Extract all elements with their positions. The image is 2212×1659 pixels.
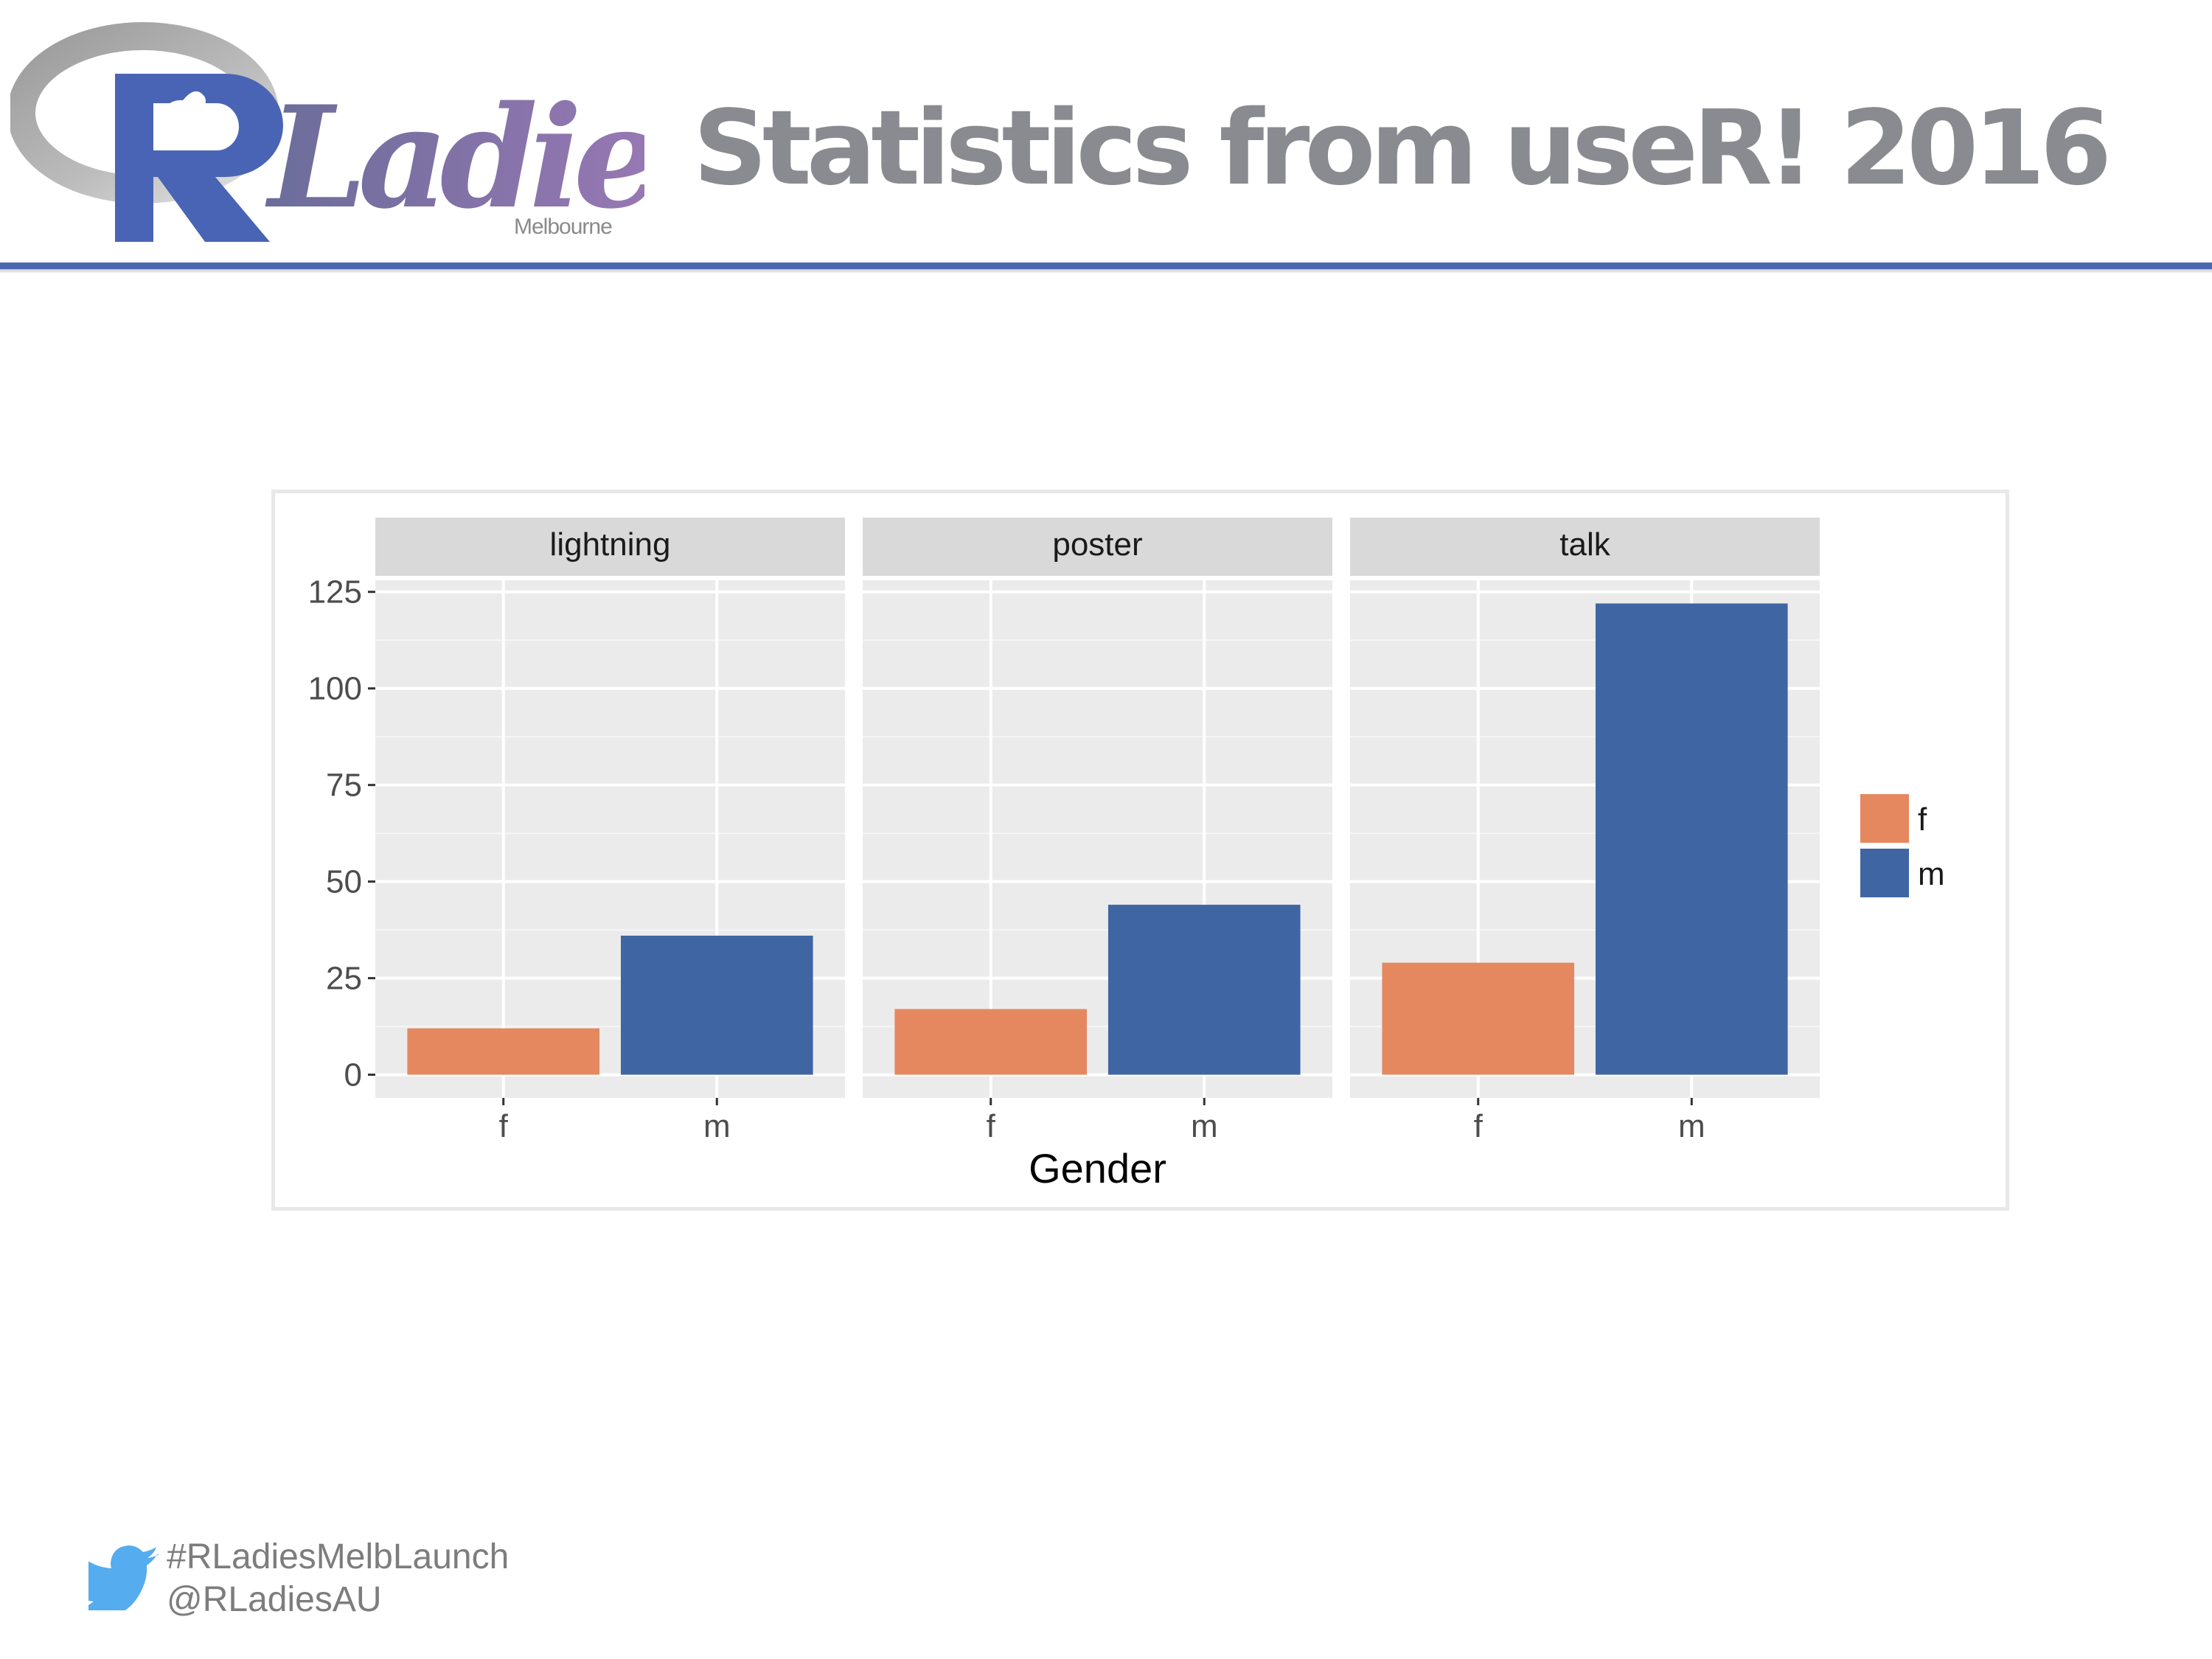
bar-talk-m: [1595, 603, 1788, 1075]
x-tick-label-lightning-f: f: [499, 1108, 509, 1144]
header-divider: [0, 262, 2212, 269]
facet-strip-talk: [1350, 518, 1820, 576]
y-tick-label: 75: [326, 768, 362, 804]
facet-strip-lightning: [375, 518, 845, 576]
bar-lightning-f: [407, 1028, 600, 1075]
legend-label-m: m: [1918, 856, 1945, 892]
header-divider-shadow: [0, 269, 2212, 274]
bar-lightning-m: [620, 935, 813, 1075]
slide-header: Ladies Melbourne Statistics from useR! 2…: [0, 0, 2212, 264]
x-tick-label-poster-m: m: [1191, 1108, 1218, 1144]
y-tick-label: 0: [344, 1057, 362, 1093]
facet-label-lightning: lightning: [550, 526, 671, 563]
logo-city-label: Melbourne: [514, 215, 613, 239]
y-tick-label: 100: [308, 671, 362, 707]
bar-talk-f: [1382, 962, 1575, 1075]
legend-label-f: f: [1918, 801, 1927, 838]
facet-label-talk: talk: [1559, 526, 1610, 563]
twitter-bird-icon: [88, 1545, 159, 1610]
x-tick-label-poster-f: f: [987, 1108, 996, 1144]
bar-poster-f: [894, 1009, 1088, 1075]
x-tick-label-talk-f: f: [1474, 1108, 1484, 1144]
figure-frame: lightning f m poster f m talk f m 0 25 50 75 100 125 Ge…: [271, 490, 2009, 1211]
svg-text:Ladies: Ladies: [265, 75, 644, 240]
rladies-logo: Ladies: [10, 22, 644, 242]
y-tick-label: 25: [326, 961, 362, 997]
slide-footer: #RLadiesMelbLaunch @RLadiesAU: [88, 1534, 605, 1622]
footer-twitter-handle: @RLadiesAU: [167, 1580, 382, 1619]
legend-key-f: [1860, 794, 1909, 843]
y-tick-label: 50: [326, 864, 362, 900]
bar-poster-m: [1107, 905, 1301, 1075]
facet-strip-poster: [863, 518, 1332, 576]
legend-key-m: [1860, 849, 1909, 897]
y-tick-label: 125: [308, 574, 362, 611]
x-tick-label-talk-m: m: [1678, 1108, 1705, 1144]
x-axis-title: Gender: [1029, 1145, 1166, 1192]
slide-title: Statistics from useR! 2016: [693, 88, 2112, 209]
x-tick-label-lightning-m: m: [703, 1108, 731, 1144]
facet-label-poster: poster: [1052, 526, 1142, 563]
footer-hashtag: #RLadiesMelbLaunch: [167, 1537, 509, 1576]
